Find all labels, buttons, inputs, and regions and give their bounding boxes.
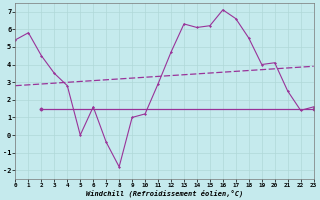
X-axis label: Windchill (Refroidissement éolien,°C): Windchill (Refroidissement éolien,°C) (86, 190, 243, 197)
